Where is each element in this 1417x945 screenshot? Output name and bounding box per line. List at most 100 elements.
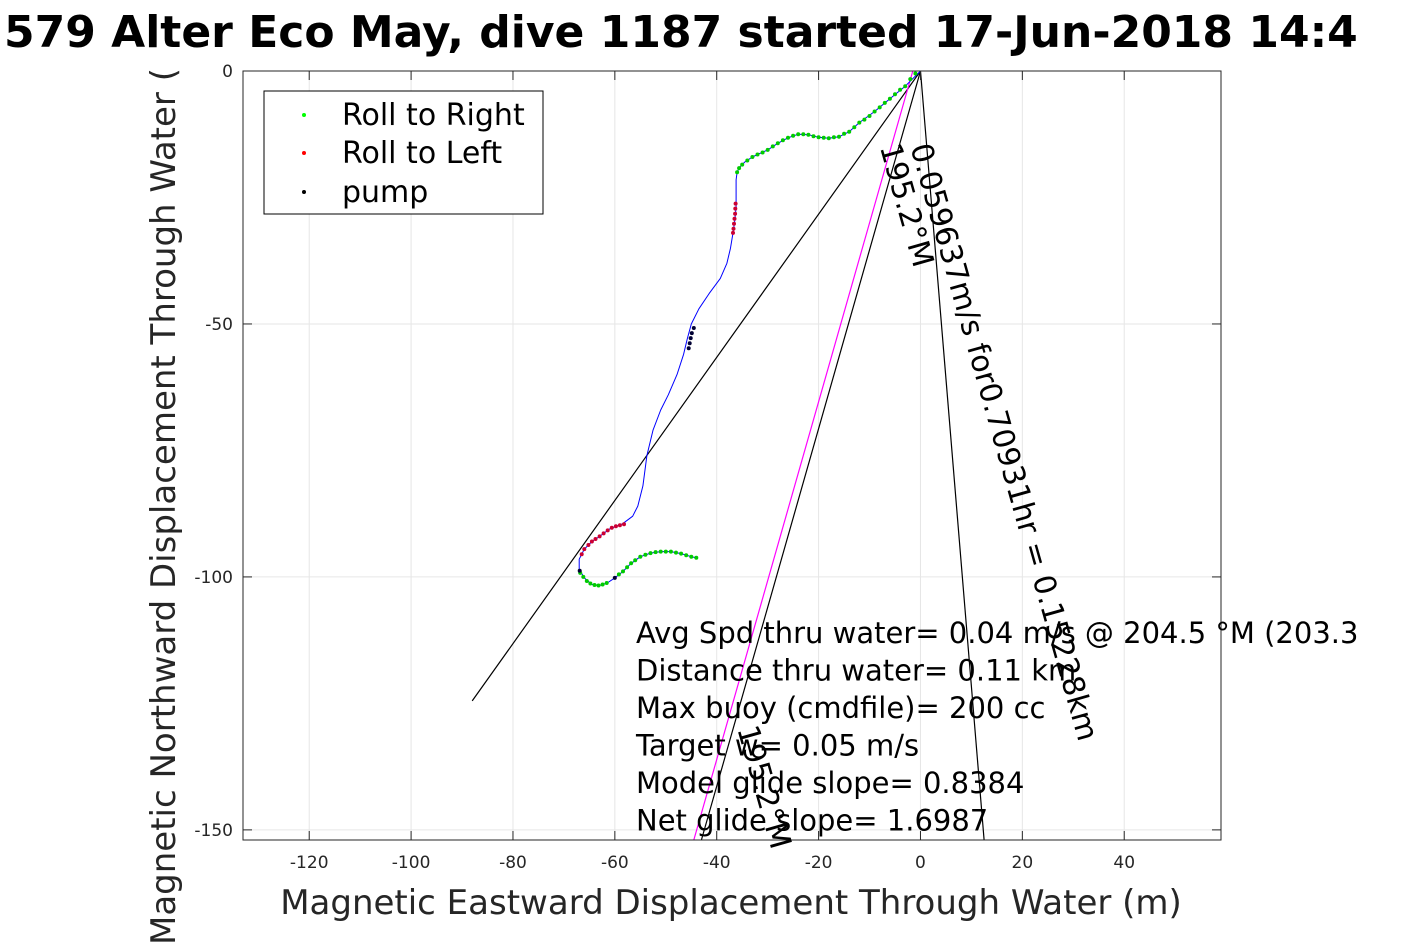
roll-right-point bbox=[765, 147, 770, 152]
roll-right-point bbox=[837, 134, 841, 139]
roll-left-point bbox=[732, 221, 736, 226]
roll-left-point bbox=[601, 531, 606, 536]
roll-left-point bbox=[589, 539, 594, 544]
roll-right-point bbox=[679, 551, 684, 556]
roll-left-point bbox=[617, 523, 622, 528]
roll-right-point bbox=[750, 155, 755, 159]
roll-right-point bbox=[737, 166, 742, 171]
roll-right-point bbox=[663, 549, 668, 554]
roll-right-point bbox=[735, 170, 740, 175]
roll-right-point bbox=[852, 125, 857, 130]
roll-right-point bbox=[755, 152, 760, 157]
roll-left-point bbox=[609, 525, 614, 530]
roll-right-point bbox=[621, 569, 625, 574]
roll-right-point bbox=[877, 105, 882, 110]
pump-point bbox=[577, 568, 582, 573]
roll-right-point bbox=[893, 92, 897, 97]
legend-marker-roll-right bbox=[302, 113, 306, 117]
roll-right-point bbox=[826, 136, 831, 141]
roll-left-point bbox=[622, 522, 626, 527]
roll-right-point bbox=[684, 553, 689, 558]
legend-marker-roll-left bbox=[302, 151, 306, 155]
roll-right-point bbox=[604, 581, 609, 585]
x-tick-label: -120 bbox=[290, 853, 329, 873]
roll-right-point bbox=[770, 144, 775, 149]
roll-right-point bbox=[847, 129, 852, 134]
x-tick-label: -40 bbox=[703, 853, 731, 873]
y-tick-label: -150 bbox=[194, 821, 233, 841]
roll-right-point bbox=[780, 138, 785, 143]
pump-point bbox=[689, 331, 694, 336]
roll-right-point bbox=[668, 549, 673, 554]
roll-right-point bbox=[629, 561, 634, 566]
roll-right-point bbox=[760, 150, 765, 155]
pump-point bbox=[612, 575, 617, 580]
roll-right-point bbox=[689, 554, 694, 559]
plot-frame bbox=[242, 70, 1222, 841]
roll-right-point bbox=[816, 135, 821, 140]
x-tick-label: -100 bbox=[392, 853, 431, 873]
legend-label-roll-left: Roll to Left bbox=[342, 136, 502, 171]
roll-left-point bbox=[731, 230, 735, 235]
roll-left-point bbox=[579, 552, 584, 557]
roll-right-point bbox=[913, 71, 918, 76]
roll-left-point bbox=[731, 226, 736, 231]
y-axis-label: Magnetic Northward Displacement Through … bbox=[144, 68, 184, 945]
roll-right-point bbox=[831, 135, 836, 140]
roll-left-point bbox=[733, 201, 738, 206]
roll-right-point bbox=[643, 552, 648, 557]
roll-left-point bbox=[733, 211, 738, 216]
roll-right-point bbox=[740, 162, 745, 167]
legend: Roll to Right Roll to Left pump bbox=[263, 90, 544, 215]
pump-point bbox=[688, 336, 693, 341]
roll-right-point bbox=[581, 574, 586, 579]
roll-right-point bbox=[811, 134, 816, 139]
roll-right-point bbox=[658, 549, 663, 554]
roll-right-point bbox=[648, 551, 653, 556]
roll-right-point bbox=[867, 114, 872, 118]
pump-point bbox=[691, 326, 696, 330]
roll-right-point bbox=[887, 96, 892, 101]
roll-right-point bbox=[882, 100, 887, 105]
roll-right-point bbox=[801, 132, 806, 137]
legend-label-pump: pump bbox=[342, 175, 428, 210]
legend-box bbox=[263, 90, 544, 215]
roll-right-point bbox=[584, 579, 589, 583]
roll-right-point bbox=[775, 141, 780, 146]
roll-right-point bbox=[596, 583, 601, 588]
y-tick-label: 0 bbox=[222, 62, 233, 82]
x-tick-label: -80 bbox=[499, 853, 527, 873]
reference-line bbox=[919, 70, 985, 841]
x-tick-label: -20 bbox=[805, 853, 833, 873]
roll-right-point bbox=[862, 117, 867, 122]
roll-right-point bbox=[633, 558, 638, 563]
roll-right-point bbox=[908, 77, 913, 82]
roll-right-point bbox=[842, 131, 847, 136]
y-tick-label: -100 bbox=[194, 568, 233, 588]
roll-right-point bbox=[592, 583, 597, 587]
y-tick-label: -50 bbox=[205, 315, 233, 335]
roll-right-point bbox=[638, 554, 643, 559]
roll-right-point bbox=[903, 84, 908, 89]
roll-right-point bbox=[600, 582, 605, 587]
roll-left-point bbox=[593, 537, 598, 541]
reference-line bbox=[700, 70, 922, 841]
stats-line: Max buoy (cmdfile)= 200 cc bbox=[636, 691, 1045, 725]
legend-marker-pump bbox=[302, 190, 306, 194]
roll-left-point bbox=[597, 534, 602, 539]
roll-right-point bbox=[872, 109, 877, 114]
axis-ticks: -120 -100 -80 -60 -40 -20 0 20 40 -150 -100 -50 0 bbox=[194, 62, 1221, 873]
legend-label-roll-right: Roll to Right bbox=[342, 98, 525, 133]
roll-left-point bbox=[732, 216, 737, 221]
reference-line bbox=[693, 70, 914, 841]
roll-right-point bbox=[588, 581, 593, 586]
roll-left-point bbox=[733, 206, 738, 211]
roll-right-point bbox=[674, 550, 678, 555]
roll-right-point bbox=[791, 133, 796, 138]
roll-right-point bbox=[786, 135, 790, 140]
roll-right-point bbox=[821, 135, 826, 140]
chart-title: 579 Alter Eco May, dive 1187 started 17-… bbox=[4, 7, 1358, 58]
x-tick-label: -60 bbox=[601, 853, 629, 873]
stats-line: Avg Spd thru water= 0.04 m/s @ 204.5 °M … bbox=[636, 616, 1358, 650]
